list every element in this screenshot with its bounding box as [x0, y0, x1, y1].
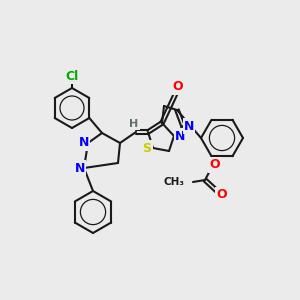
Text: O: O — [217, 188, 227, 202]
Text: H: H — [129, 119, 139, 129]
Text: N: N — [75, 161, 85, 175]
Text: N: N — [79, 136, 89, 149]
Text: O: O — [210, 158, 220, 172]
Text: S: S — [142, 142, 152, 154]
Text: Cl: Cl — [65, 70, 79, 83]
Text: N: N — [184, 119, 194, 133]
Text: CH₃: CH₃ — [164, 177, 185, 187]
Text: O: O — [173, 80, 183, 94]
Text: N: N — [175, 130, 185, 142]
